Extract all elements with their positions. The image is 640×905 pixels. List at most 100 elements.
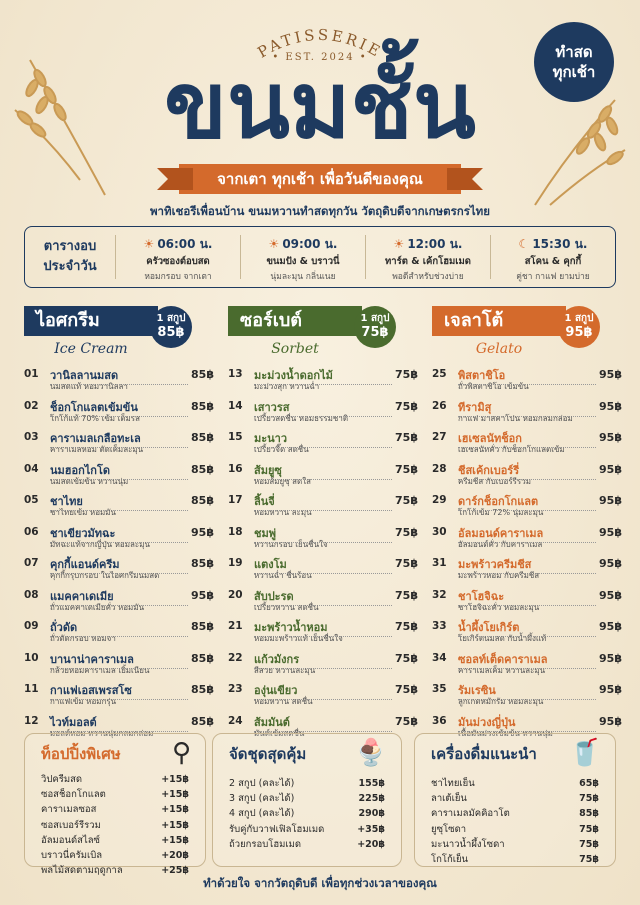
menu-item: 19 แตงโม หวานฉ่ำ ชื่นร้อน 75฿: [228, 555, 418, 587]
item-number: 13: [228, 368, 243, 380]
item-price: 75฿: [395, 399, 418, 413]
list-item: คาราเมลซอส +15฿: [25, 802, 205, 817]
item-name: มะม่วงน้ำดอกไม้: [254, 369, 333, 382]
list-item-price: 75฿: [579, 838, 599, 850]
list-item: คาราเมลมัคคิอาโต 85฿: [415, 806, 615, 821]
column-subtitle: Ice Cream: [54, 341, 128, 357]
menu-item: 18 ชมพู่ หวานกรอบ เย็นชื่นใจ 75฿: [228, 524, 418, 556]
menu-item: 16 ส้มยูซุ หอมส้มยูซุ สดใส 75฿: [228, 461, 418, 493]
sun-icon: ☀: [143, 237, 155, 251]
item-name: ส้มมันต์: [254, 715, 290, 729]
item-price: 85฿: [191, 399, 214, 413]
item-number: 22: [228, 651, 243, 664]
item-description: ถั่วแมคคาเดเมียคั่ว หอมมัน: [50, 602, 145, 612]
list-item-name: อัลมอนด์สไลซ์: [41, 834, 101, 846]
menu-item: 07 คุกกี้แอนด์ครีม คุกกี้กรุบกรอบ ในไอศกรี…: [24, 555, 214, 587]
toppings-box: ท็อปปิ้งพิเศษ ⚲ วิปครีมสด +15฿ ซอสช็อกโกแล…: [24, 733, 206, 876]
item-price: 85฿: [191, 714, 214, 728]
moon-icon: ☾: [518, 237, 530, 251]
item-price: 85฿: [191, 557, 214, 570]
menu-item: 06 ชาเขียวมัทฉะ มัทฉะแท้จากญี่ปุ่น หอมละมุ…: [24, 524, 214, 556]
item-price: 95฿: [599, 557, 622, 570]
item-description: กล้วยหอมคาราเมล เยิ้มเนียน: [50, 665, 150, 675]
list-item-name: พลไม้สดตามฤดูกาล: [41, 865, 123, 877]
list-item-name: รับคู่กับวาฟเฟิลโฮมเมด: [229, 823, 325, 835]
menu-column: ซอร์เบต์ 1 สกูป 75฿ Sorbet 13 มะม่วงน้ำดอกไม้…: [228, 306, 418, 744]
list-item-name: คาราเมลซอส: [41, 804, 97, 816]
item-name: ส้มยูซุ: [254, 463, 282, 477]
list-item-price: 75฿: [579, 853, 599, 865]
list-item-price: +20฿: [161, 849, 189, 861]
menu-item: 10 บานาน่าคาราเมล กล้วยหอมคาราเมล เยิ้มเนี…: [24, 650, 214, 682]
menu-item: 35 รัมเรซิน ลูกเกดหมักรัม หอมละมุน 95฿: [432, 681, 622, 713]
item-number: 35: [432, 683, 447, 695]
item-description: เฮเซลนัทคั่ว กับช็อกโกแลตเข้ม: [458, 445, 565, 454]
list-item: โกโก้เย็น 75฿: [415, 852, 615, 867]
item-number: 15: [228, 431, 243, 443]
list-item-name: ซอสเบอร์รีรวม: [41, 819, 101, 831]
list-item-name: คาราเมลมัคคิอาโต: [431, 808, 510, 820]
fresh-daily-badge: ทำสด ทุกเช้า: [534, 22, 614, 102]
item-name: วานิลลานมสด: [50, 369, 119, 382]
item-name: ซอลท์เต็ดคาราเมล: [458, 652, 548, 666]
price-per-scoop-badge: 1 สกูป 75฿: [354, 306, 396, 348]
item-description: ถั่วดัดกรอบ หอมจา: [50, 634, 116, 643]
item-description: เปรี้ยวหวาน สดชื่น: [254, 602, 319, 612]
list-item: มะนาวน้ำผึ้งโซดา 75฿: [415, 837, 615, 852]
list-item-name: 2 สกูป (คละได้): [229, 778, 295, 789]
item-number: 11: [24, 683, 39, 695]
item-number: 30: [432, 525, 447, 538]
item-name: แตงโม: [254, 558, 287, 571]
list-item: ถ้วยกรอบโฮมเมด +20฿: [213, 837, 401, 852]
shop-title: ขนมชั้น: [164, 51, 476, 159]
menu-item: 03 คาราเมลเกลือทะเล คาราเมลหอม ตัดเค็มละมุ…: [24, 429, 214, 461]
item-name: คาราเมลเกลือทะเล: [50, 432, 141, 445]
drinks-box: เครื่องดื่มแนะนำ 🥤 ชาไทยเย็น 65฿ ลาเต้เย็น…: [414, 733, 616, 867]
item-price: 85฿: [191, 368, 214, 381]
item-number: 21: [228, 620, 243, 632]
item-description: สีสวย หวานละมุน: [254, 665, 316, 675]
item-name: นมฮอกไกโด: [50, 463, 110, 477]
item-name: ชีสเค้กเบอร์รี่: [458, 463, 520, 477]
item-description: หอมมะพร้าวแท้ เย็นชื่นใจ: [254, 634, 343, 643]
menu-item: 13 มะม่วงน้ำดอกไม้ มะม่วงสุก หวานฉ่ำ 75฿: [228, 366, 418, 398]
wheat-left-illustration: [14, 59, 106, 196]
menu-item: 17 ลิ้นจี่ หอมหวาน ละมุน 75฿: [228, 492, 418, 524]
list-item-name: ถ้วยกรอบโฮมเมด: [229, 838, 302, 850]
item-description: ครีมชีส กับเบอร์รีรวม: [458, 476, 531, 486]
item-price: 85฿: [191, 494, 214, 507]
item-number: 07: [24, 557, 39, 569]
list-item-name: บราวนี่ครัมเบิล: [41, 849, 103, 861]
list-item-name: ลาเต้เย็น: [431, 793, 467, 805]
sets-title: จัดชุดสุดคุ้ม: [229, 745, 307, 763]
list-item-price: 75฿: [579, 793, 599, 805]
item-name: มันม่วงญี่ปุ่น: [458, 715, 516, 729]
item-number: 26: [432, 399, 447, 412]
menu-column: เจลาโต้ 1 สกูป 95฿ Gelato 25 พิสตาชิโอ ถั่วพิส…: [432, 306, 622, 744]
list-item: ซอสช็อกโกแลต +15฿: [25, 787, 205, 802]
item-name: ช็อกโกแลตเข้มข้น: [50, 400, 138, 414]
whisk-icon: ⚲: [171, 738, 191, 768]
baking-schedule: ตารางอบ ประจำวัน ☀ 06:00 น. ครัวซองต์อบสดห…: [24, 226, 616, 288]
menu-item: 14 เสาวรส เปรี้ยวสดชื่น หอมธรรมชาติ 75฿: [228, 398, 418, 430]
list-item: ยูซุโซดา 75฿: [415, 822, 615, 837]
list-item-name: โกโก้เย็น: [431, 853, 469, 865]
item-number: 01: [24, 368, 39, 380]
footer-slogan: ทำด้วยใจ จากวัตถุดิบดี เพื่อทุกช่วงเวลาข…: [203, 876, 437, 890]
item-name: ชาโฮจิฉะ: [458, 589, 505, 603]
item-price: 75฿: [395, 620, 418, 633]
item-name: องุ่นเขียว: [254, 684, 298, 697]
item-price: 75฿: [395, 588, 418, 602]
item-name: เสาวรส: [254, 400, 290, 414]
item-description: หอมส้มยูซุ สดใส: [254, 476, 312, 486]
item-description: มะม่วงสุก หวานฉ่ำ: [254, 382, 320, 391]
item-number: 36: [432, 714, 447, 727]
item-name: บานาน่าคาราเมล: [50, 652, 134, 666]
established-year: • EST. 2024 •: [272, 52, 368, 63]
item-name: มะนาว: [254, 432, 288, 445]
item-name: เฮเซลนัทช็อก: [458, 432, 522, 445]
item-price: 75฿: [395, 368, 418, 381]
menu-item: 01 วานิลลานมสด นมสดแท้ หอมวานิลลา 85฿: [24, 366, 214, 398]
menu-item: 26 ทีรามิสุ กาแฟ มาสคาโปน หอมกลมกล่อม 95฿: [432, 398, 622, 430]
item-number: 31: [432, 557, 447, 569]
